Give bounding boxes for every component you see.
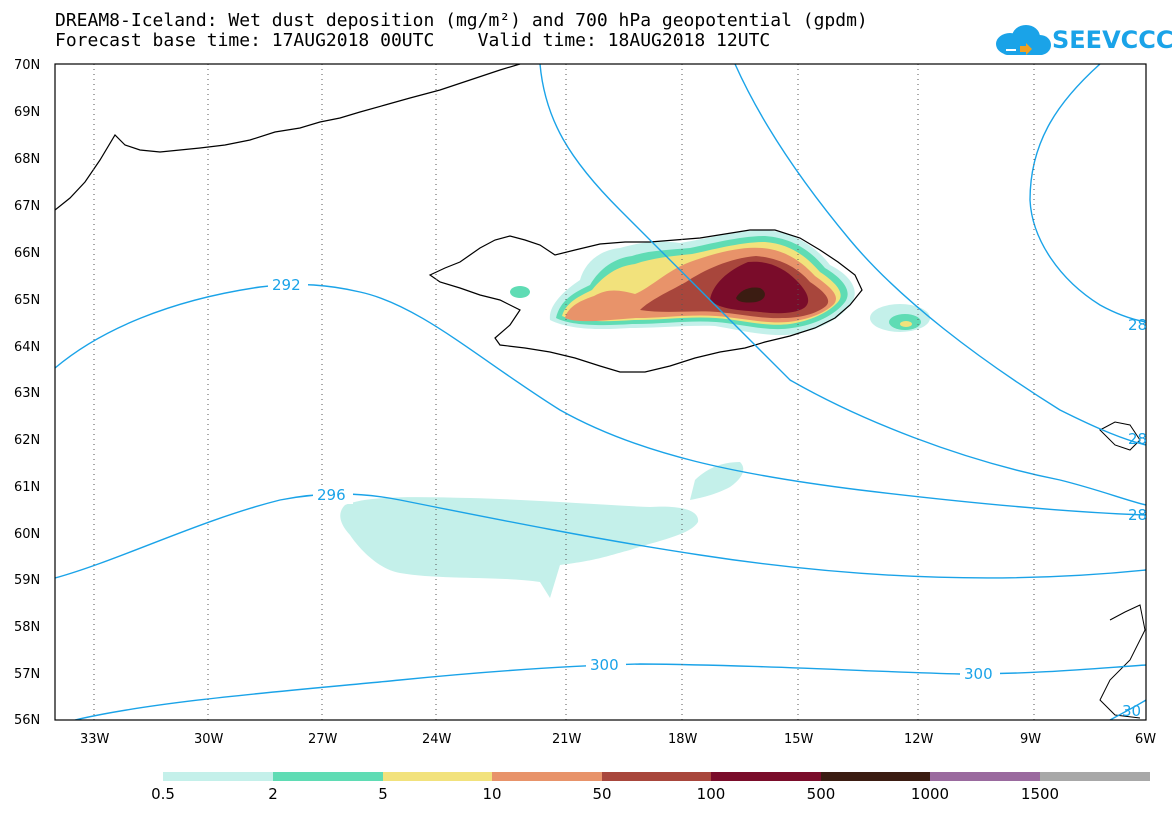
lon-label: 9W	[1020, 732, 1041, 747]
contour-label: 28	[1128, 316, 1147, 334]
contour-labels: 292 296 300 300 28 28 28 30	[268, 276, 1147, 720]
lat-label: 61N	[14, 480, 40, 495]
greenland-coastline	[55, 64, 521, 211]
contour-296	[55, 493, 1146, 579]
lat-label: 68N	[14, 152, 40, 167]
contour-upper-1	[539, 64, 1146, 506]
lon-label: 27W	[308, 732, 338, 747]
legend-label: 100	[696, 785, 726, 803]
lon-label: 21W	[552, 732, 582, 747]
contour-292	[55, 283, 1146, 516]
contour-upper-2	[734, 64, 1146, 446]
contour-label: 300	[590, 656, 619, 674]
legend-label: 50	[592, 785, 612, 803]
contour-label: 28	[1128, 430, 1147, 448]
lon-label: 6W	[1135, 732, 1156, 747]
dust-plume-south-tail	[690, 462, 744, 500]
dust-plume-south	[340, 497, 699, 598]
legend-label: 500	[806, 785, 836, 803]
lat-label: 65N	[14, 293, 40, 308]
longitude-labels: 33W 30W 27W 24W 21W 18W 15W 12W 9W 6W	[80, 732, 1156, 747]
lat-label: 56N	[14, 713, 40, 728]
forecast-times: Forecast base time: 17AUG2018 00UTC Vali…	[55, 30, 771, 51]
contour-label: 292	[272, 276, 301, 294]
lat-label: 59N	[14, 573, 40, 588]
legend-swatch	[1040, 772, 1150, 781]
dust-field-500	[736, 287, 765, 303]
latitude-labels: 70N 69N 68N 67N 66N 65N 64N 63N 62N 61N …	[14, 58, 40, 728]
legend-swatch	[930, 772, 1040, 781]
contour-upper-3	[1029, 64, 1146, 323]
lat-label: 67N	[14, 199, 40, 214]
lat-label: 63N	[14, 386, 40, 401]
lat-label: 62N	[14, 433, 40, 448]
dust-spot-west	[510, 286, 530, 298]
map-title: DREAM8-Iceland: Wet dust deposition (mg/…	[55, 10, 868, 31]
lon-label: 30W	[194, 732, 224, 747]
geopotential-contours	[55, 64, 1146, 720]
lat-label: 57N	[14, 667, 40, 682]
contour-300	[74, 663, 1146, 720]
dust-field-100	[710, 261, 809, 314]
legend-swatch	[492, 772, 602, 781]
map-frame	[55, 64, 1146, 720]
legend-swatch	[273, 772, 383, 781]
contour-label: 300	[964, 665, 993, 683]
legend-label: 5	[378, 785, 388, 803]
lon-label: 12W	[904, 732, 934, 747]
lat-label: 69N	[14, 105, 40, 120]
legend-label: 1000	[910, 785, 950, 803]
cloud-icon	[996, 25, 1051, 55]
seevccc-logo	[996, 25, 1051, 55]
legend-swatch	[711, 772, 821, 781]
legend-label: 10	[482, 785, 502, 803]
legend-swatch	[602, 772, 711, 781]
contour-label: 296	[317, 486, 346, 504]
lon-label: 15W	[784, 732, 814, 747]
faroe-scotland-coast	[1099, 421, 1146, 719]
lat-label: 66N	[14, 246, 40, 261]
lat-label: 58N	[14, 620, 40, 635]
lon-label: 33W	[80, 732, 110, 747]
legend-swatch	[821, 772, 930, 781]
legend-label: 1500	[1020, 785, 1060, 803]
legend-label: 0.5	[151, 785, 175, 803]
legend-label: 2	[268, 785, 278, 803]
logo-text: SEEVCCC	[1052, 26, 1174, 54]
legend-swatch	[163, 772, 273, 781]
lon-label: 18W	[668, 732, 698, 747]
lon-label: 24W	[422, 732, 452, 747]
dust-spot-east-3	[900, 321, 912, 327]
lat-label: 70N	[14, 58, 40, 73]
legend-swatch	[383, 772, 492, 781]
contour-300-se	[1109, 699, 1146, 720]
lat-label: 60N	[14, 527, 40, 542]
contour-label: 28	[1128, 506, 1147, 524]
contour-label: 30	[1122, 702, 1141, 720]
iceland-coastline	[428, 229, 863, 373]
lat-label: 64N	[14, 340, 40, 355]
